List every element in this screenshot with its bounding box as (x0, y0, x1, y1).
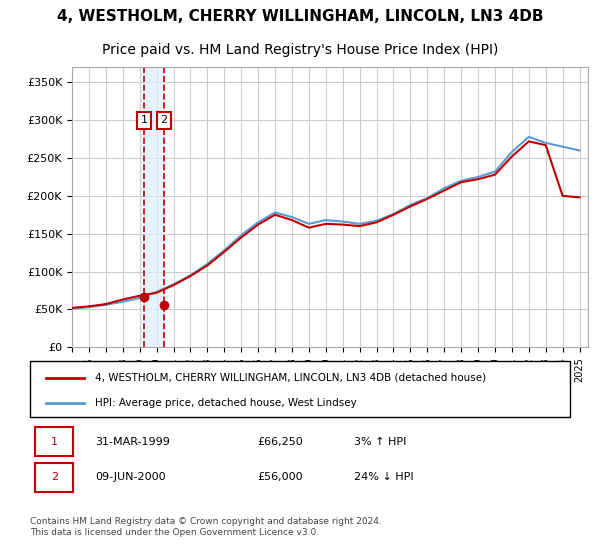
Text: 31-MAR-1999: 31-MAR-1999 (95, 436, 170, 446)
Text: 1: 1 (140, 115, 148, 125)
Text: 1: 1 (51, 436, 58, 446)
Text: 4, WESTHOLM, CHERRY WILLINGHAM, LINCOLN, LN3 4DB (detached house): 4, WESTHOLM, CHERRY WILLINGHAM, LINCOLN,… (95, 373, 486, 383)
Text: Contains HM Land Registry data © Crown copyright and database right 2024.
This d: Contains HM Land Registry data © Crown c… (30, 517, 382, 536)
Text: 24% ↓ HPI: 24% ↓ HPI (354, 472, 413, 482)
Text: 09-JUN-2000: 09-JUN-2000 (95, 472, 166, 482)
Text: £56,000: £56,000 (257, 472, 302, 482)
Text: 4, WESTHOLM, CHERRY WILLINGHAM, LINCOLN, LN3 4DB: 4, WESTHOLM, CHERRY WILLINGHAM, LINCOLN,… (57, 10, 543, 24)
Text: 2: 2 (160, 115, 167, 125)
Text: £66,250: £66,250 (257, 436, 302, 446)
FancyBboxPatch shape (30, 361, 570, 417)
Text: Price paid vs. HM Land Registry's House Price Index (HPI): Price paid vs. HM Land Registry's House … (102, 44, 498, 58)
FancyBboxPatch shape (35, 427, 73, 456)
FancyBboxPatch shape (35, 463, 73, 492)
Text: 2: 2 (51, 472, 58, 482)
Text: HPI: Average price, detached house, West Lindsey: HPI: Average price, detached house, West… (95, 398, 356, 408)
Text: 3% ↑ HPI: 3% ↑ HPI (354, 436, 406, 446)
Bar (144, 67, 164, 347)
